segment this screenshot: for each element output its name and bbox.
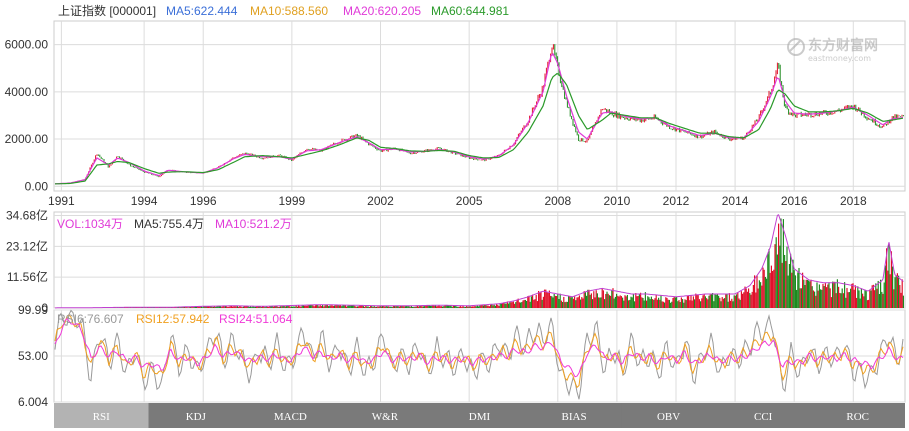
watermark-url: eastmoney.com: [808, 54, 871, 63]
price-x-tick-label: 2012: [663, 194, 690, 208]
tab-label[interactable]: KDJ: [186, 411, 207, 423]
legend-ma20: MA20:620.205: [343, 4, 421, 18]
volume-ma-line: [55, 214, 904, 309]
tab-rsi[interactable]: RSI: [54, 403, 149, 428]
price-plot-frame: [53, 20, 906, 192]
price-x-tick-label: 1996: [190, 194, 217, 208]
volume-y-tick-label: 23.12亿: [6, 238, 48, 253]
volume-y-tick-label: 0: [41, 301, 48, 315]
rsi-panel: 99.99 53.00 6.004 RSI6:76.607 RSI12:57.942…: [18, 303, 906, 409]
volume-panel: 34.68亿 23.12亿 11.56亿 0 VOL:1034万 MA5:755.4万…: [6, 208, 906, 315]
tab-background[interactable]: [715, 403, 811, 428]
price-x-tick-label: 2008: [544, 194, 571, 208]
legend-vol: VOL:1034万: [57, 217, 123, 231]
eastmoney-logo-icon: [787, 38, 805, 56]
volume-y-tick-label: 11.56亿: [7, 269, 48, 284]
tab-background[interactable]: [243, 403, 338, 428]
rsi-y-tick-label: 99.99: [18, 303, 48, 317]
tab-label[interactable]: RSI: [93, 411, 110, 423]
tab-cci[interactable]: CCI: [715, 403, 811, 428]
legend-ma10: MA10:588.560: [250, 4, 328, 18]
legend-vol-ma5: MA5:755.4万: [134, 217, 204, 231]
tab-wandr[interactable]: W&R: [337, 403, 433, 428]
tab-background[interactable]: [337, 403, 433, 428]
tab-background[interactable]: [526, 403, 622, 428]
tab-label[interactable]: DMI: [469, 411, 491, 423]
price-legend: 上证指数 [000001] MA5:622.444 MA10:588.560 M…: [58, 3, 509, 18]
price-y-tick-label: 2000.00: [5, 132, 49, 146]
volume-y-tick-label: 34.68亿: [6, 208, 48, 223]
price-x-tick-label: 1999: [279, 194, 306, 208]
price-panel: 6000.00 4000.00 2000.00 0.00 1991 1994 1996 19…: [5, 3, 906, 208]
series-line-rsi24: [54, 317, 904, 378]
tab-label[interactable]: CCI: [754, 411, 773, 423]
legend-vol-ma10: MA10:521.2万: [215, 217, 292, 231]
indicator-tabs: RSI KDJ MACD W&R DMI BIAS OBV CCI ROC: [54, 403, 905, 428]
legend-rsi12: RSI12:57.942: [136, 312, 210, 326]
tab-dmi[interactable]: DMI: [432, 403, 527, 428]
legend-rsi24: RSI24:51.064: [219, 312, 293, 326]
tab-macd[interactable]: MACD: [243, 403, 338, 428]
tab-kdj[interactable]: KDJ: [148, 403, 244, 428]
rsi-y-tick-label: 6.004: [18, 395, 48, 409]
tab-label[interactable]: MACD: [274, 411, 307, 423]
tab-bias[interactable]: BIAS: [526, 403, 622, 428]
legend-ma5: MA5:622.444: [166, 4, 238, 18]
tab-label[interactable]: OBV: [657, 411, 680, 423]
chart-title: 上证指数 [000001]: [58, 3, 156, 18]
price-x-tick-label: 2010: [604, 194, 631, 208]
price-y-tick-label: 4000.00: [5, 85, 49, 99]
tab-obv[interactable]: OBV: [621, 403, 716, 428]
tab-background[interactable]: [54, 403, 149, 428]
tab-background[interactable]: [148, 403, 244, 428]
legend-rsi6: RSI6:76.607: [57, 312, 124, 326]
tab-label[interactable]: ROC: [846, 411, 869, 423]
series-line-ma60: [54, 72, 904, 185]
price-x-tick-label: 1994: [131, 194, 158, 208]
price-x-tick-label: 2002: [367, 194, 394, 208]
price-x-tick-label: 2014: [722, 194, 749, 208]
legend-ma60: MA60:644.981: [431, 4, 509, 18]
tab-background[interactable]: [432, 403, 527, 428]
price-y-tick-label: 6000.00: [5, 38, 49, 52]
rsi-y-tick-label: 53.00: [18, 349, 48, 363]
tab-roc[interactable]: ROC: [810, 403, 905, 428]
tab-background[interactable]: [810, 403, 905, 428]
price-x-tick-label: 2005: [456, 194, 483, 208]
tab-label[interactable]: W&R: [372, 411, 399, 423]
eastmoney-watermark: 东方财富网 eastmoney.com: [787, 37, 878, 63]
tab-background[interactable]: [621, 403, 716, 428]
price-x-tick-label: 1991: [48, 194, 75, 208]
watermark-name: 东方财富网: [808, 37, 878, 54]
price-x-tick-label: 2018: [840, 194, 867, 208]
series-line-rsi6: [54, 309, 904, 400]
tab-label[interactable]: BIAS: [562, 411, 587, 423]
price-y-tick-label: 0.00: [25, 179, 49, 193]
price-x-tick-label: 2016: [781, 194, 808, 208]
